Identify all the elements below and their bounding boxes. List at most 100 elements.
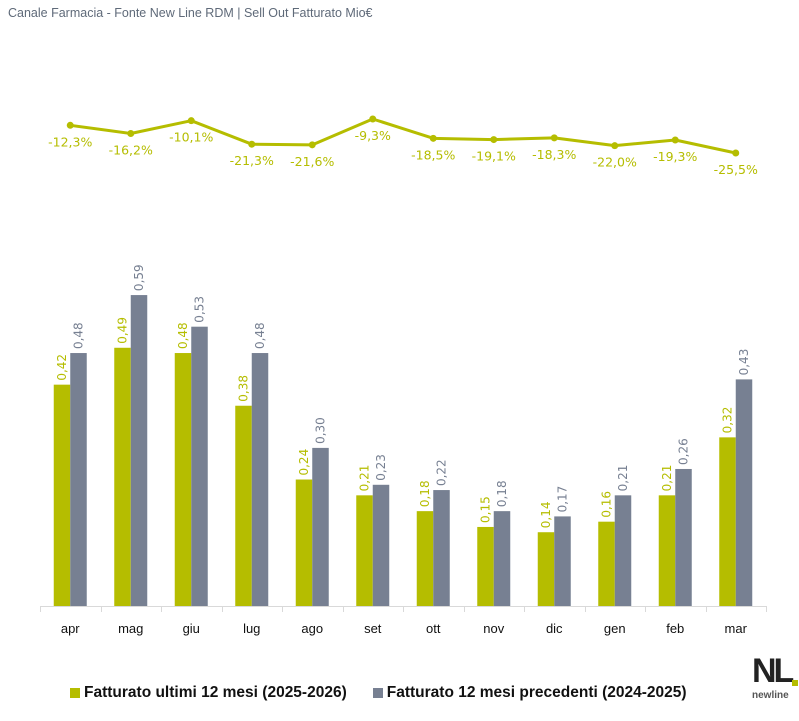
data-label-previous: 0,22 [435,459,449,486]
bar-current [295,479,313,606]
bar-current [356,495,373,606]
variation-line [70,117,737,155]
data-label-previous: 0,43 [737,349,751,376]
variation-line-layer: -12,3% -16,2% -10,1% -21,3% -21,6% -9,3% -18,5… [48,115,758,177]
bar-previous [191,326,208,606]
variation-label: -10,1% [169,130,213,145]
bar-previous [614,495,632,606]
bar-layer: 0,420,48 0,490,590,480,530,380,480,240,30… [53,264,753,606]
variation-point [429,134,437,142]
x-tick-label: ago [301,621,323,636]
variation-label: -12,3% [48,134,92,149]
bar-current [477,526,494,606]
x-axis: apr mag giu lug ago set ott nov dic gen feb mar [40,606,767,636]
variation-label: -19,1% [472,149,516,164]
variation-label: -18,5% [411,147,455,162]
legend: Fatturato ultimi 12 mesi (2025-2026) Fat… [70,684,687,702]
bar-previous [675,468,692,606]
data-label-previous: 0,17 [556,486,570,513]
variation-point [248,140,256,148]
x-tick-label: lug [243,621,260,636]
data-label-current: 0,14 [539,502,553,529]
legend-label-previous: Fatturato 12 mesi precedenti (2024-2025) [386,684,687,701]
data-label-previous: 0,26 [677,438,691,465]
x-tick-label: gen [604,621,626,636]
x-tick-label: feb [666,621,684,636]
x-tick-label: mar [725,621,748,636]
variation-point [550,134,558,142]
data-label-previous: 0,53 [193,296,207,323]
variation-label: -22,0% [593,155,637,170]
logo-mark: NL [752,652,794,690]
data-label-current: 0,15 [479,496,493,523]
chart-title: Canale Farmacia - Fonte New Line RDM | S… [8,6,373,20]
variation-label: -21,6% [290,154,334,169]
variation-point [490,136,498,144]
data-label-previous: 0,48 [72,322,86,349]
x-tick-label: mag [118,621,143,636]
variation-label: -25,5% [714,162,758,177]
bar-current [114,347,131,606]
bar-current [598,521,615,606]
legend-swatch-current [70,688,80,698]
data-label-current: 0,18 [418,480,432,507]
x-tick-label: giu [183,621,200,636]
x-tick-label: ott [426,621,441,636]
logo-text: newline [752,690,789,701]
variation-point [66,121,74,129]
bar-previous [312,447,329,606]
bar-current [235,405,252,606]
variation-label: -21,3% [230,153,274,168]
bar-current [174,353,192,606]
chart: -12,3% -16,2% -10,1% -21,3% -21,6% -9,3% -18,5… [40,115,767,636]
variation-point [187,117,195,125]
variation-point [732,149,740,157]
legend-swatch-previous [372,688,383,698]
bar-current [416,511,434,606]
bar-previous [554,516,571,606]
bar-current [537,532,555,606]
data-label-previous: 0,18 [495,480,509,507]
variation-point [611,142,619,150]
data-label-current: 0,24 [297,449,311,476]
bar-current [53,384,71,606]
variation-point [369,115,377,123]
data-label-previous: 0,48 [253,322,267,349]
data-label-current: 0,21 [660,465,674,492]
x-tick-label: apr [61,621,80,636]
variation-label: -18,3% [532,147,576,162]
bar-previous [433,490,450,606]
data-label-current: 0,38 [237,375,251,402]
variation-point [308,141,316,149]
variation-label: -9,3% [355,128,391,143]
legend-label-current: Fatturato ultimi 12 mesi (2025-2026) [84,684,347,701]
bar-previous [70,353,87,606]
data-label-current: 0,42 [55,354,69,381]
bar-previous [493,511,511,606]
data-label-current: 0,32 [721,407,735,434]
x-tick-label: dic [546,621,563,636]
legend-item-previous: Fatturato 12 mesi precedenti (2024-2025) [372,684,687,702]
bar-previous [372,484,390,606]
variation-point [671,136,679,144]
data-label-previous: 0,23 [374,454,388,481]
variation-point [127,129,135,137]
bar-previous [251,353,269,606]
data-label-previous: 0,21 [616,465,630,492]
x-tick-label: set [364,621,382,636]
bar-current [719,437,736,606]
data-label-current: 0,21 [358,465,372,492]
legend-item-current: Fatturato ultimi 12 mesi (2025-2026) [70,684,347,702]
x-tick-label: nov [483,621,504,636]
variation-label: -16,2% [109,142,153,157]
data-label-current: 0,16 [600,491,614,518]
newline-logo: NL newline [752,654,798,704]
bar-previous [130,295,148,606]
variation-label: -19,3% [653,149,697,164]
data-label-current: 0,48 [176,322,190,349]
bar-previous [735,379,753,606]
data-label-current: 0,49 [116,317,130,344]
bar-current [658,495,676,606]
data-label-previous: 0,30 [314,417,328,444]
logo-dot [792,680,798,686]
